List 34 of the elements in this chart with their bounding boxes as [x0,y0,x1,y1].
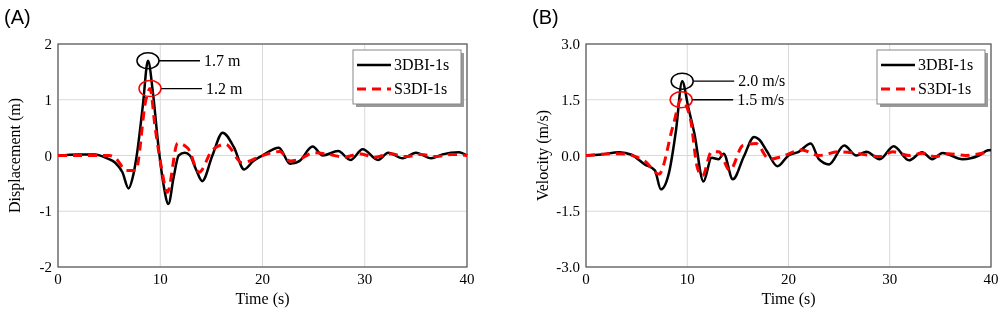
chart-title: (B) [532,6,559,28]
y-tick-label: 1 [44,91,52,108]
y-tick-label: 0.0 [561,147,580,164]
x-tick-label: 10 [152,271,168,287]
y-tick-label: -3.0 [556,259,580,275]
x-tick-label: 0 [54,271,62,287]
chart-title: (A) [4,6,31,28]
y-tick-label: 0 [44,147,52,164]
y-tick-label: 2 [44,36,52,52]
y-tick-label: 3.0 [561,36,580,52]
annotation: 2.0 m/s [738,72,786,90]
y-tick-label: 1.5 [561,91,580,108]
x-tick-label: 20 [781,271,796,287]
annotation: 1.7 m [203,51,241,69]
x-tick-label: 40 [983,271,999,287]
x-tick-label: 10 [679,271,695,287]
y-axis-title: Displacement (m) [6,97,24,214]
y-axis-title: Velocity (m/s) [534,109,552,202]
y-tick-label: -1.5 [556,203,580,220]
x-tick-label: 20 [255,271,270,287]
x-tick-label: 30 [357,271,373,287]
legend-label: S3DI-1s [918,80,972,97]
annotation: 1.5 m/s [737,90,785,108]
annotation: 1.2 m [206,79,244,97]
legend-label: S3DI-1s [394,80,448,97]
y-tick-label: -1 [39,203,52,220]
x-tick-label: 30 [882,271,898,287]
legend-label: 3DBI-1s [918,56,974,73]
x-tick-label: 40 [459,271,475,287]
x-tick-label: 0 [582,271,590,287]
legend-label: 3DBI-1s [394,56,450,73]
x-axis-title: Time (s) [235,290,290,308]
y-tick-label: -2 [39,259,52,275]
x-axis-title: Time (s) [761,290,816,308]
